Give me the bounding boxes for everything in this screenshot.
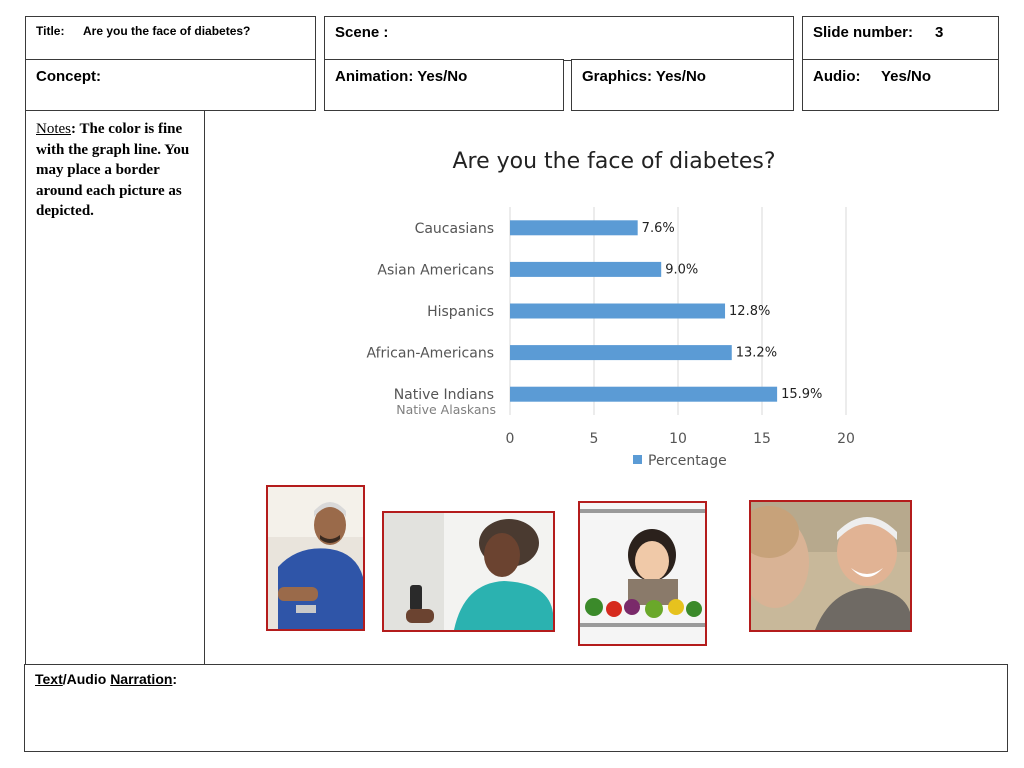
title-value: Are you the face of diabetes?: [83, 24, 251, 38]
data-label: 7.6%: [642, 221, 675, 236]
audio-cell: Audio: Yes/No: [802, 59, 999, 111]
title-cell: Title: Are you the face of diabetes?: [25, 16, 316, 61]
photo-smiling-elderly-man: [749, 500, 912, 632]
narration-panel: Text/Audio Narration:: [24, 664, 1008, 752]
x-tick-label: 0: [506, 431, 515, 447]
graphics-cell: Graphics: Yes/No: [571, 59, 794, 111]
woman-using-glucose-meter-icon: [384, 513, 553, 630]
slide-number-value: 3: [935, 24, 944, 41]
legend-swatch: [633, 455, 642, 464]
narration-label: Text/Audio Narration:: [35, 671, 177, 687]
chart-bars: [510, 220, 778, 402]
bar-asian-americans: [510, 261, 662, 277]
notes-label: Notes: [36, 121, 71, 137]
category-label: Native Indians: [394, 387, 494, 403]
bar-african-americans: [510, 345, 732, 361]
narration-label-colon: :: [172, 671, 178, 687]
narration-label-narration: Narration: [110, 671, 173, 687]
notes-text-block: Notes: The color is fine with the graph …: [36, 119, 198, 222]
bar-caucasians: [510, 220, 638, 236]
x-tick-label: 20: [837, 431, 855, 447]
notes-panel: Notes: The color is fine with the graph …: [25, 110, 205, 666]
data-label: 9.0%: [665, 262, 698, 277]
narration-label-text: Text: [35, 671, 63, 687]
chart-x-tick-labels: 0 5 10 15 20: [506, 431, 855, 447]
animation-label: Animation: Yes/No: [335, 68, 468, 85]
scene-label: Scene :: [335, 24, 389, 41]
category-label: African-Americans: [367, 346, 494, 362]
data-label: 15.9%: [781, 387, 822, 402]
narration-label-audio: /Audio: [62, 671, 111, 687]
diabetes-bar-chart: Are you the face of diabetes? Caucasians…: [367, 149, 855, 469]
category-sublabel: Native Alaskans: [396, 402, 496, 417]
audio-label: Audio:: [813, 68, 861, 85]
woman-with-vegetables-icon: [580, 503, 705, 644]
x-tick-label: 15: [753, 431, 771, 447]
man-checking-blood-sugar-icon: [268, 487, 363, 629]
concept-label: Concept:: [36, 68, 101, 85]
chart-data-labels: 7.6% 9.0% 12.8% 13.2% 15.9%: [642, 221, 823, 402]
category-label: Caucasians: [415, 221, 494, 237]
smiling-elderly-man-icon: [751, 502, 910, 630]
legend-label: Percentage: [648, 453, 727, 469]
chart-category-labels: Caucasians Asian Americans Hispanics Africa…: [367, 221, 496, 417]
concept-cell: Concept:: [25, 59, 316, 111]
category-label: Hispanics: [427, 304, 494, 320]
slide-number-label: Slide number:: [813, 24, 914, 41]
title-label: Title:: [36, 24, 65, 38]
animation-cell: Animation: Yes/No: [324, 59, 564, 111]
graphics-label: Graphics: Yes/No: [582, 68, 706, 85]
audio-value: Yes/No: [881, 68, 932, 85]
notes-body: : The color is fine with the graph line.…: [36, 121, 190, 219]
chart-title: Are you the face of diabetes?: [452, 149, 775, 174]
x-tick-label: 5: [590, 431, 599, 447]
category-label: Asian Americans: [377, 262, 494, 278]
scene-cell: Scene :: [324, 16, 794, 61]
data-label: 13.2%: [736, 346, 777, 361]
bar-hispanics: [510, 303, 726, 319]
photo-man-checking-blood-sugar: [266, 485, 365, 631]
x-tick-label: 10: [669, 431, 687, 447]
data-label: 12.8%: [729, 304, 770, 319]
photo-woman-with-vegetables: [578, 501, 707, 646]
photo-woman-using-glucose-meter: [382, 511, 555, 632]
chart-legend: Percentage: [633, 453, 727, 469]
bar-native-indians: [510, 386, 778, 402]
